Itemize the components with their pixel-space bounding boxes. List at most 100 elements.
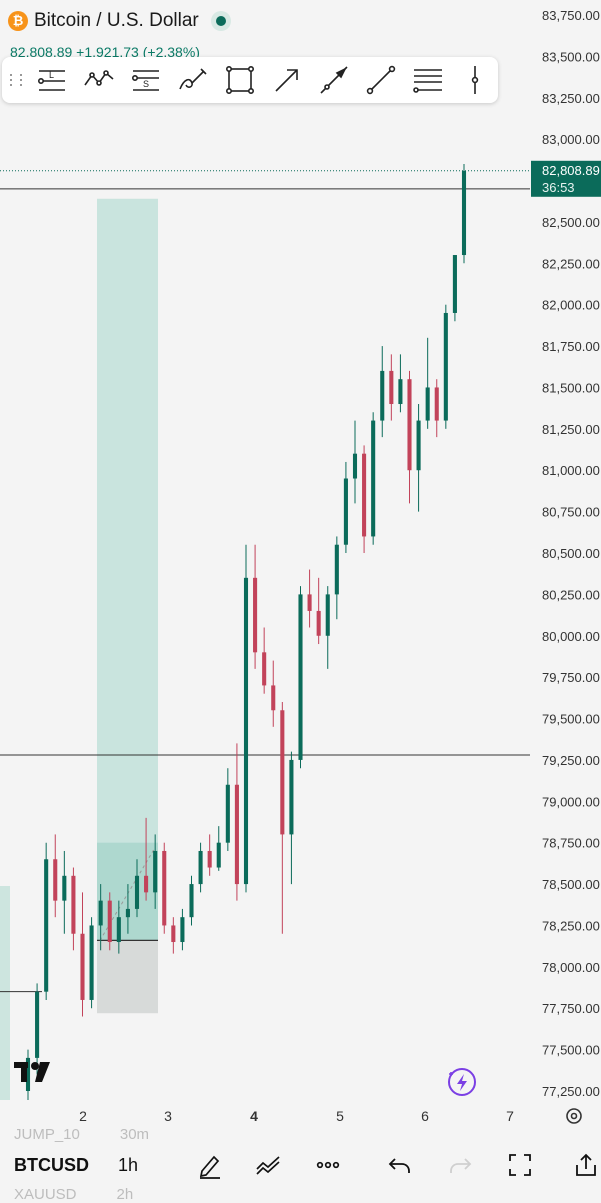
candle-body [352, 453, 358, 479]
candle-body [198, 850, 203, 885]
candle-body [225, 784, 230, 843]
candle-body [171, 925, 176, 943]
symbol-selector[interactable]: BTCUSD [14, 1155, 89, 1175]
candle-body [289, 759, 294, 835]
price-tick-label: 79,500.00 [542, 712, 600, 727]
candle-body [452, 255, 457, 313]
candle-body [153, 850, 158, 893]
interval-selector[interactable]: 1h [118, 1155, 139, 1175]
pattern-icon[interactable] [75, 57, 122, 103]
price-tick-label: 81,500.00 [542, 380, 600, 395]
candle-body [280, 710, 285, 835]
symbol-header[interactable]: ₿ Bitcoin / U.S. Dollar [8, 10, 231, 32]
price-tick-label: 81,750.00 [542, 339, 600, 354]
candle-body [334, 544, 339, 595]
candle-body [98, 900, 103, 926]
position-zone-left [0, 886, 10, 1100]
trend-angle-icon[interactable] [310, 57, 357, 103]
price-tick-label: 77,750.00 [542, 1001, 600, 1016]
candle-body [53, 859, 58, 901]
last-price-badge [531, 160, 601, 197]
watchlist-ghost-top: JUMP_10 30m [14, 1126, 150, 1143]
svg-text:L: L [49, 70, 54, 80]
fullscreen-icon[interactable] [504, 1149, 536, 1181]
countdown-label: 36:53 [542, 180, 575, 195]
vertical-line-icon[interactable] [451, 57, 498, 103]
price-tick-label: 79,250.00 [542, 753, 600, 768]
price-tick-label: 80,000.00 [542, 629, 600, 644]
candle-body [443, 312, 448, 421]
price-tick-label: 78,000.00 [542, 960, 600, 975]
time-tick-label: 4 [250, 1108, 258, 1124]
candle-body [371, 420, 376, 537]
stop-zone [97, 940, 158, 1014]
time-tick-label: 2 [79, 1108, 87, 1124]
trend-line-icon[interactable] [357, 57, 404, 103]
drag-handle-icon[interactable] [4, 74, 28, 86]
candle-body [343, 478, 348, 545]
candle-body [134, 875, 140, 909]
candle-body [407, 379, 412, 471]
time-tick-label: 6 [421, 1108, 429, 1124]
time-tick-label: 5 [336, 1108, 344, 1124]
candle-body [80, 933, 85, 1000]
watchlist-ghost-bottom: XAUUSD 2h [14, 1186, 134, 1203]
share-icon[interactable] [570, 1149, 601, 1181]
candle-body [243, 577, 249, 885]
price-tick-label: 83,000.00 [542, 132, 600, 147]
candle-body [207, 850, 212, 868]
pencil-icon[interactable] [194, 1149, 226, 1181]
candle-body [416, 420, 421, 471]
price-tick-label: 80,250.00 [542, 587, 600, 602]
candle-body [271, 685, 276, 711]
candle-body [125, 908, 130, 918]
indicators-icon[interactable] [252, 1149, 284, 1181]
candle-body [180, 917, 185, 943]
price-tick-label: 81,000.00 [542, 463, 600, 478]
candle-body [71, 875, 76, 934]
price-tick-label: 82,500.00 [542, 215, 600, 230]
candle-body [162, 850, 167, 926]
arrow-icon[interactable] [263, 57, 310, 103]
brush-icon[interactable] [169, 57, 216, 103]
candle-body [425, 387, 430, 421]
target-zone [97, 198, 158, 941]
undo-icon[interactable] [384, 1149, 416, 1181]
rectangle-icon[interactable] [216, 57, 263, 103]
price-tick-label: 78,250.00 [542, 918, 600, 933]
candle-body [380, 370, 385, 421]
more-icon[interactable] [312, 1149, 344, 1181]
candle-body [389, 370, 394, 405]
candle-body [189, 884, 194, 918]
price-tick-label: 82,000.00 [542, 298, 600, 313]
candle-body [25, 1057, 31, 1091]
last-price-label: 82,808.89 [542, 163, 600, 178]
price-tick-label: 83,250.00 [542, 91, 600, 106]
price-chart[interactable]: 83,750.00 83,500.00 83,250.00 83,000.00 82,5… [0, 0, 601, 1130]
price-tick-label: 79,750.00 [542, 670, 600, 685]
short-position-icon[interactable]: S [122, 57, 169, 103]
candle-body [316, 610, 321, 636]
price-tick-label: 82,250.00 [542, 256, 600, 271]
long-position-icon[interactable]: L [28, 57, 75, 103]
time-axis [0, 1100, 601, 1130]
price-tick-label: 77,250.00 [542, 1084, 600, 1099]
chart-settings-icon[interactable] [566, 1108, 582, 1124]
lightning-icon[interactable] [448, 1068, 476, 1096]
candle-body [89, 925, 94, 1000]
candle-body [307, 594, 312, 611]
price-tick-label: 77,500.00 [542, 1043, 600, 1058]
candle-body [234, 784, 239, 885]
candle-body [325, 594, 330, 636]
candle-body [62, 875, 67, 901]
bitcoin-logo-icon: ₿ [8, 11, 28, 31]
candle-body [253, 577, 258, 653]
price-change-quote: 82,808.89 +1,921.73 (+2.38%) [10, 44, 200, 60]
fib-retracement-icon[interactable] [404, 57, 451, 103]
price-tick-label: 81,250.00 [542, 422, 600, 437]
price-tick-label: 79,000.00 [542, 794, 600, 809]
candle-body [262, 652, 267, 686]
price-tick-label: 83,500.00 [542, 49, 600, 64]
candle-body [44, 859, 49, 992]
candle-body [461, 170, 467, 256]
